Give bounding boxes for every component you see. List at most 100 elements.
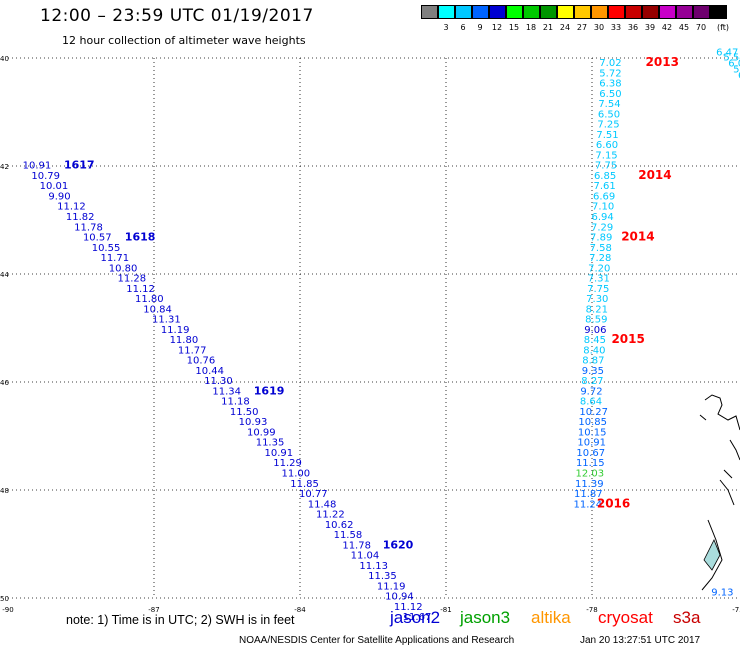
wave-height-value: 10.84	[143, 304, 172, 315]
wave-height-value: 10.15	[578, 427, 607, 438]
wave-height-value: 7.89	[590, 233, 612, 244]
wave-height-value: 11.78	[342, 540, 371, 551]
wave-height-value: 8.87	[582, 356, 604, 367]
wave-height-value: 11.12	[126, 284, 155, 295]
wave-height-value: 11.80	[170, 335, 199, 346]
wave-height-value: 10.93	[239, 417, 268, 428]
wave-height-value: 11.50	[230, 407, 259, 418]
wave-height-value: 11.67	[403, 612, 432, 623]
wave-height-value: 6.05	[728, 59, 740, 70]
wave-height-value: 11.80	[135, 294, 164, 305]
wave-height-value: 11.87	[574, 489, 603, 500]
wave-height-value: 7.51	[596, 130, 618, 141]
map-subtitle: 12 hour collection of altimeter wave hei…	[62, 34, 306, 47]
colorbar-tick-label: 24	[559, 23, 571, 32]
wave-height-value: 7.58	[590, 243, 612, 254]
wave-height-value: 11.15	[576, 458, 605, 469]
wave-height-value: 6.69	[593, 191, 615, 202]
colorbar-swatch	[659, 5, 676, 19]
wave-height-value: 6.50	[599, 89, 621, 100]
satellite-legend-item: s3a	[673, 608, 701, 627]
wave-height-value: 8.27	[581, 376, 603, 387]
colorbar-tick-label: 21	[542, 23, 554, 32]
pass-time-label: 1617	[64, 159, 95, 172]
colorbar-tick-label: 6	[460, 23, 466, 32]
wave-height-value: 10.99	[247, 427, 276, 438]
colorbar-unit: (ft)	[716, 23, 730, 32]
wave-height-value: 11.39	[575, 479, 604, 490]
colorbar-swatch	[489, 5, 506, 19]
colorbar-swatch	[625, 5, 642, 19]
colorbar-swatch	[693, 5, 710, 19]
colorbar-swatch	[540, 5, 557, 19]
wave-height-value: 10.91	[264, 448, 293, 459]
colorbar-tick-label: 3	[443, 23, 449, 32]
wave-height-value: 7.75	[587, 284, 609, 295]
wave-height-value: 10.67	[576, 448, 605, 459]
colorbar-tick-label: 39	[644, 23, 656, 32]
colorbar-swatch	[608, 5, 625, 19]
wave-height-value: 11.77	[178, 345, 207, 356]
satellite-legend-item: altika	[531, 608, 571, 627]
wave-height-value: 11.58	[334, 530, 363, 541]
wave-height-value: 6.27	[738, 71, 740, 82]
wave-height-value: 11.04	[351, 551, 380, 562]
lat-axis-label: 42	[0, 163, 9, 171]
wave-height-value: 7.28	[589, 253, 611, 264]
wave-height-value: 11.12	[394, 602, 423, 613]
colorbar-tick-label: 33	[610, 23, 622, 32]
footer-note: note: 1) Time is in UTC; 2) SWH is in fe…	[66, 613, 295, 627]
wave-height-value: 7.61	[593, 181, 615, 192]
colorbar-tick-label: 45	[678, 23, 690, 32]
wave-height-value: 9.72	[580, 386, 602, 397]
lon-axis-label: -87	[148, 606, 159, 614]
wave-height-value: 5.54	[723, 53, 740, 64]
lon-axis-label: -78	[586, 606, 597, 614]
pass-time-label: 1620	[383, 538, 414, 551]
wave-height-value: 11.24	[574, 499, 603, 510]
wave-height-value: 12.03	[575, 469, 604, 480]
colorbar-tick-label: 70	[695, 23, 707, 32]
wave-height-value: 7.02	[599, 58, 621, 69]
wave-height-value: 9.13	[711, 587, 733, 598]
wave-height-value: 11.19	[377, 581, 406, 592]
pass-time-label: 1618	[125, 231, 156, 244]
lat-axis-label: 50	[0, 595, 9, 603]
credit-line: NOAA/NESDIS Center for Satellite Applica…	[239, 635, 515, 646]
wave-height-value: 11.34	[212, 386, 241, 397]
pass-time-label: 2016	[597, 496, 630, 510]
colorbar-swatch	[506, 5, 523, 19]
colorbar-swatch	[438, 5, 455, 19]
colorbar-swatch	[523, 5, 540, 19]
colorbar-swatch	[676, 5, 693, 19]
generated-timestamp: Jan 20 13:27:51 UTC 2017	[580, 635, 701, 646]
lon-axis-label: -84	[294, 606, 306, 614]
wave-height-value: 10.91	[23, 161, 52, 172]
wave-height-value: 5.72	[599, 68, 621, 79]
lon-axis-label: -90	[2, 606, 13, 614]
wave-height-value: 7.54	[598, 99, 620, 110]
colorbar-swatch	[455, 5, 472, 19]
lat-axis-label: 46	[0, 379, 9, 387]
colorbar-swatch	[557, 5, 574, 19]
wave-height-value: 7.30	[586, 294, 608, 305]
wave-height-value: 11.00	[282, 469, 311, 480]
pass-time-label: 2013	[646, 55, 679, 69]
lat-axis-label: 44	[0, 271, 9, 279]
wave-height-value: 9.35	[582, 366, 604, 377]
wave-height-value: 10.80	[109, 263, 138, 274]
wave-height-value: 11.35	[256, 438, 285, 449]
wave-height-value: 6.85	[594, 171, 616, 182]
wave-height-value: 7.29	[591, 222, 613, 233]
satellite-legend-item: cryosat	[598, 608, 653, 627]
wave-height-value: 5.42	[733, 65, 740, 76]
wave-height-value: 10.94	[385, 592, 414, 603]
map-title: 12:00 – 23:59 UTC 01/19/2017	[40, 6, 314, 26]
wave-height-value: 10.44	[195, 366, 224, 377]
wave-height-value: 10.76	[187, 356, 216, 367]
wave-height-value: 10.01	[40, 181, 69, 192]
colorbar-tick-label: 18	[525, 23, 537, 32]
pass-time-label: 2015	[611, 332, 644, 346]
wave-height-value: 11.29	[273, 458, 302, 469]
